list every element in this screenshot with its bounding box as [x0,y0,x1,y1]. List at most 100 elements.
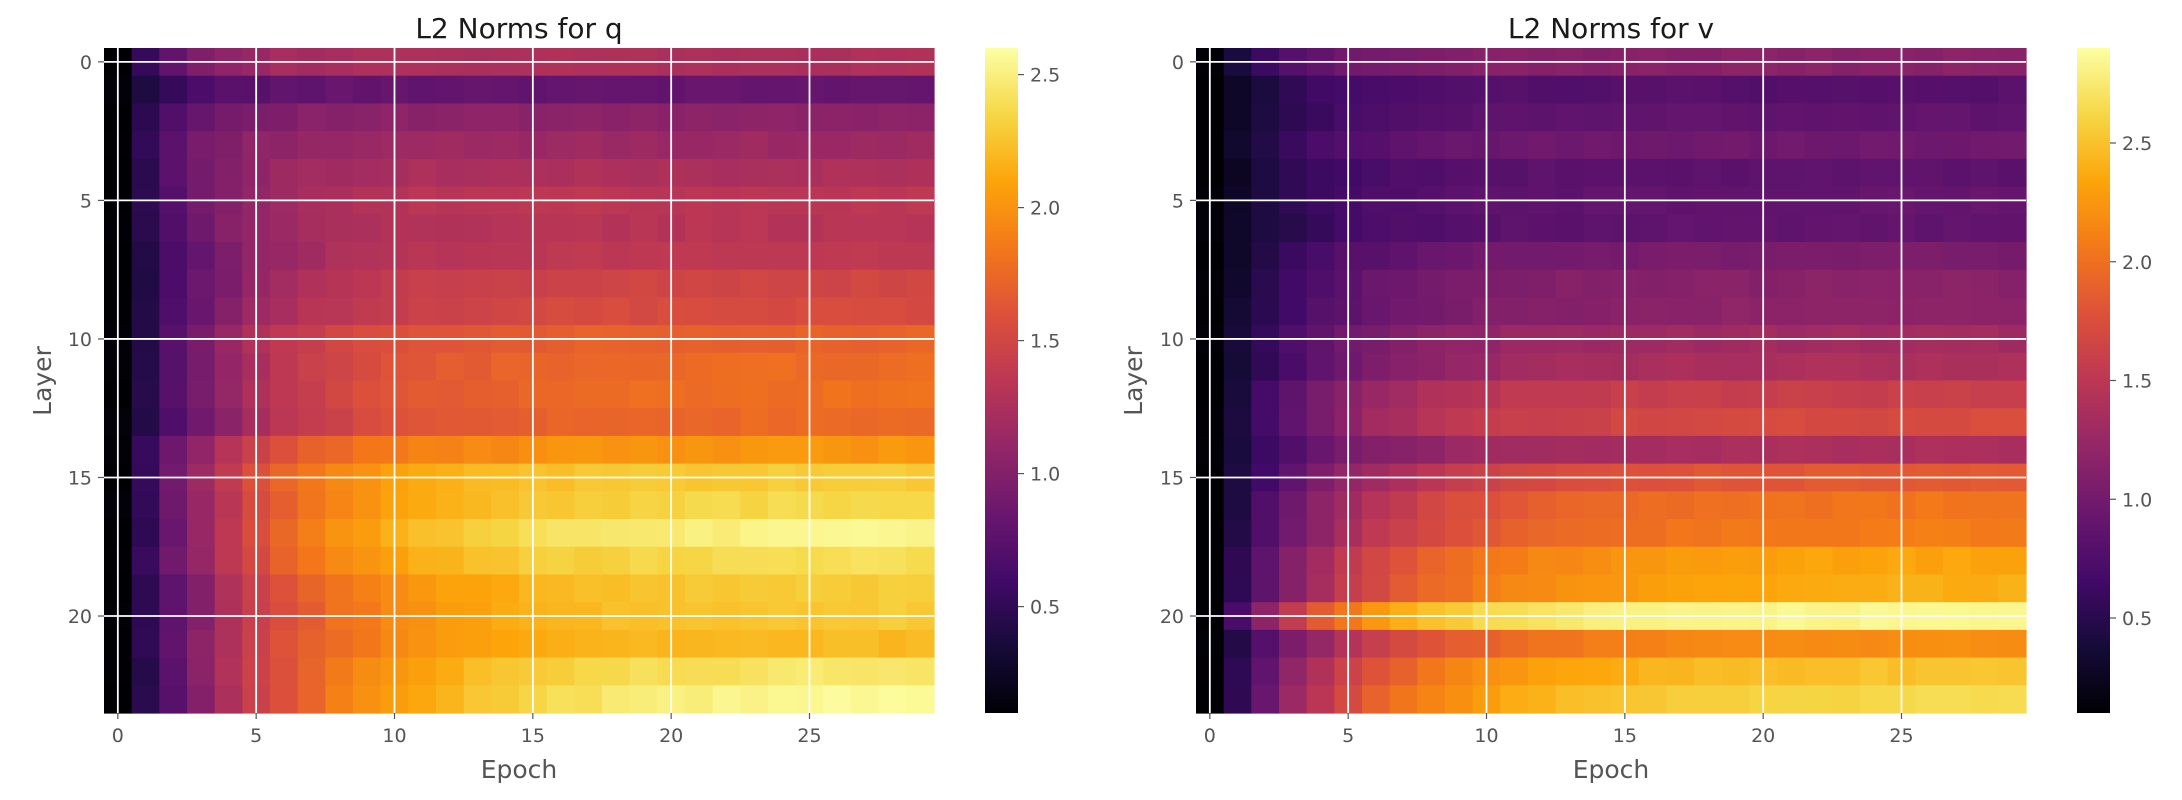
heatmap-cell [1417,241,1446,271]
heatmap-cell [131,435,160,465]
heatmap-cell [297,629,326,659]
heatmap-cell [131,657,160,686]
heatmap-cell [159,158,188,188]
heatmap-cell [685,75,714,105]
heatmap-cell [270,491,299,520]
heatmap-cell [463,352,492,382]
heatmap-cell [1279,103,1308,132]
heatmap-cell [685,131,714,160]
heatmap-cell [1555,629,1584,659]
heatmap-cell [1279,519,1308,548]
heatmap-cell [463,75,492,105]
heatmap-cell [1555,297,1584,326]
heatmap-cell [214,685,243,714]
heatmap-cell [1500,297,1529,326]
heatmap-cell [297,408,326,437]
heatmap-cell [463,131,492,160]
heatmap-cell [408,269,437,298]
heatmap-cell [1445,269,1474,298]
heatmap-cell [851,408,880,437]
heatmap-cell [1417,214,1446,243]
heatmap-cell [214,75,243,105]
heatmap-cell [1528,241,1557,271]
heatmap-cell [1777,241,1806,271]
heatmap-cell [1777,629,1806,659]
x-tick-label: 15 [521,725,545,747]
heatmap-cell [463,269,492,298]
heatmap-cell [214,131,243,160]
heatmap-cell [851,158,880,188]
heatmap-cell [574,546,603,576]
heatmap-cell [1998,491,2027,520]
x-tick-label: 0 [112,725,124,747]
heatmap-cell [602,491,631,520]
heatmap-cell [1666,75,1695,105]
heatmap-cell [823,131,852,160]
heatmap-cell [685,546,714,576]
heatmap-cell [546,131,575,160]
x-tick-label: 25 [797,725,821,747]
heatmap-cell [878,435,907,465]
heatmap-cell [574,435,603,465]
colorbar-tick-label: 0.5 [1030,597,1060,619]
heatmap-cell [878,519,907,548]
heatmap-cell [1721,241,1750,271]
heatmap-cell [685,519,714,548]
heatmap-cell [1583,158,1612,188]
heatmap-cell [546,408,575,437]
heatmap-cell [1943,657,1972,686]
heatmap-cell [1777,269,1806,298]
heatmap-cell [1528,380,1557,409]
heatmap-cell [1638,519,1667,548]
heatmap-cell [1804,352,1833,382]
heatmap-cell [602,131,631,160]
heatmap-cell [1915,657,1944,686]
heatmap-cell [1970,297,1999,326]
heatmap-cell [851,519,880,548]
heatmap-cell [408,131,437,160]
heatmap-cell [325,408,354,437]
heatmap-cell [1860,297,1889,326]
heatmap-cell [408,241,437,271]
heatmap-cell [768,241,797,271]
heatmap-cell [1445,75,1474,105]
heatmap-cell [685,352,714,382]
x-tick-label: 25 [1889,725,1913,747]
heatmap-cell [685,158,714,188]
y-tick-label: 0 [1172,52,1184,74]
heatmap-cell [1223,158,1252,188]
heatmap-cell [408,491,437,520]
heatmap-cell [851,574,880,603]
heatmap-cell [1804,241,1833,271]
heatmap-cell [768,297,797,326]
heatmap-cell [1666,269,1695,298]
heatmap-cell [159,214,188,243]
heatmap-cell [1694,214,1723,243]
heatmap-cell [1306,269,1335,298]
heatmap-cell [1223,352,1252,382]
heatmap-cell [325,380,354,409]
heatmap-cell [602,214,631,243]
heatmap-cell [325,75,354,105]
heatmap-cell [1445,574,1474,603]
y-tick-label: 20 [68,606,92,628]
heatmap-cell [1915,352,1944,382]
x-tick-label: 10 [382,725,406,747]
heatmap-cell [1860,546,1889,576]
heatmap-cell [1666,546,1695,576]
heatmap-cell [1223,269,1252,298]
heatmap-cell [1721,408,1750,437]
heatmap-cell [1860,435,1889,465]
heatmap-cell [1417,131,1446,160]
heatmap-cell [1666,574,1695,603]
heatmap-cell [1251,380,1280,409]
heatmap-cell [851,352,880,382]
heatmap-cell [131,131,160,160]
heatmap-cell [491,103,520,132]
heatmap-cell [1638,657,1667,686]
heatmap-cell [1915,491,1944,520]
heatmap-cell [1832,546,1861,576]
heatmap-cell [1445,685,1474,714]
heatmap-cell [685,103,714,132]
heatmap-cell [463,214,492,243]
